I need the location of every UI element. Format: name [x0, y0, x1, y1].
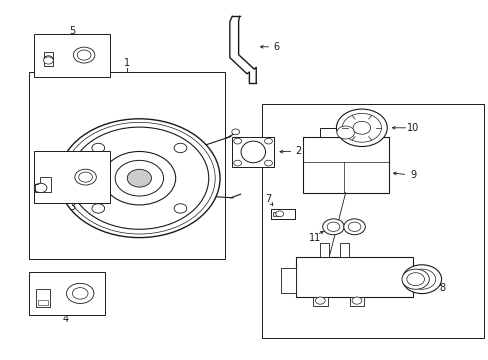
Text: 1: 1	[124, 58, 130, 68]
Circle shape	[264, 138, 272, 144]
Text: 5: 5	[69, 26, 75, 36]
Bar	[232, 137, 273, 167]
Circle shape	[92, 143, 104, 153]
Text: 10: 10	[406, 123, 419, 133]
Circle shape	[233, 160, 241, 166]
Circle shape	[174, 204, 186, 213]
Bar	[320, 128, 356, 137]
Bar	[40, 177, 51, 192]
Bar	[38, 300, 48, 305]
Text: 2: 2	[295, 146, 301, 156]
Circle shape	[347, 222, 360, 231]
Circle shape	[75, 169, 96, 185]
Circle shape	[336, 109, 386, 147]
Circle shape	[233, 138, 241, 144]
Bar	[29, 72, 224, 259]
Circle shape	[66, 283, 94, 303]
Circle shape	[402, 265, 441, 294]
Circle shape	[115, 161, 163, 196]
Bar	[320, 243, 328, 257]
Circle shape	[70, 127, 208, 229]
Circle shape	[174, 143, 186, 153]
Circle shape	[407, 269, 435, 289]
Bar	[349, 297, 364, 306]
Circle shape	[63, 122, 215, 234]
Circle shape	[92, 204, 104, 213]
Text: 9: 9	[409, 170, 415, 180]
Circle shape	[315, 297, 325, 304]
Text: 7: 7	[264, 194, 270, 204]
Circle shape	[322, 219, 344, 235]
Circle shape	[103, 152, 175, 205]
Circle shape	[275, 211, 283, 217]
Circle shape	[342, 113, 381, 142]
Bar	[261, 104, 483, 338]
Circle shape	[231, 129, 239, 135]
Circle shape	[336, 126, 354, 139]
Circle shape	[343, 219, 365, 235]
Circle shape	[401, 269, 428, 289]
Bar	[303, 137, 388, 193]
Bar	[272, 212, 278, 216]
Circle shape	[59, 119, 220, 238]
Circle shape	[73, 47, 95, 63]
Text: 3: 3	[69, 202, 75, 212]
Bar	[281, 268, 295, 293]
Bar	[339, 243, 348, 257]
Text: 6: 6	[273, 42, 279, 52]
Circle shape	[351, 297, 361, 304]
Circle shape	[406, 273, 424, 286]
Text: 4: 4	[63, 314, 69, 324]
Bar	[29, 272, 105, 315]
Circle shape	[127, 169, 151, 187]
Circle shape	[43, 57, 53, 64]
Circle shape	[72, 288, 88, 299]
Bar	[44, 52, 53, 66]
Circle shape	[264, 160, 272, 166]
Text: 11: 11	[308, 233, 321, 243]
Bar	[36, 289, 50, 307]
Bar	[271, 209, 294, 219]
Circle shape	[77, 50, 91, 60]
Ellipse shape	[241, 141, 265, 163]
Circle shape	[34, 183, 47, 193]
Bar	[34, 151, 110, 203]
Bar	[34, 34, 110, 77]
Circle shape	[326, 222, 339, 231]
Text: 8: 8	[439, 283, 445, 293]
Circle shape	[352, 121, 370, 134]
Bar	[312, 297, 327, 306]
Bar	[295, 257, 412, 297]
Circle shape	[79, 172, 92, 182]
